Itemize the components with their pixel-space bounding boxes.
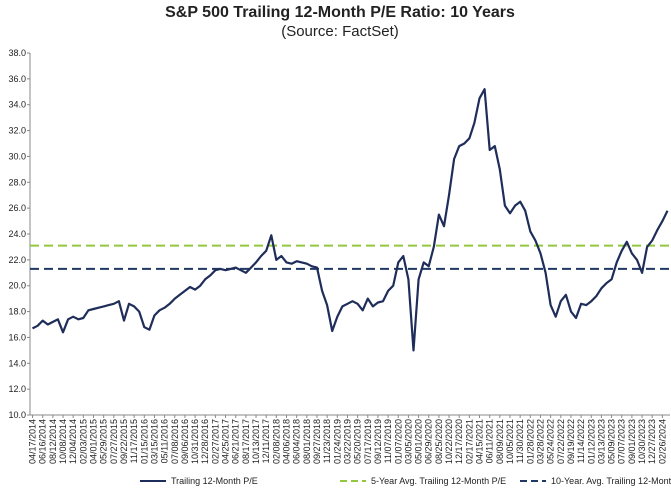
x-tick-label: 04/01/2015	[88, 419, 98, 464]
x-tick-label: 04/06/2018	[282, 419, 292, 464]
y-tick-label: 18.0	[8, 307, 26, 317]
y-tick-label: 12.0	[8, 384, 26, 394]
x-tick-label: 12/17/2020	[454, 419, 464, 464]
x-tick-label: 02/03/2015	[78, 419, 88, 464]
x-tick-label: 11/07/2019	[383, 419, 393, 463]
x-tick-label: 06/16/2014	[38, 419, 48, 464]
x-tick-label: 12/28/2016	[200, 419, 210, 464]
x-tick-label: 05/01/2020	[414, 419, 424, 464]
x-tick-label: 08/25/2020	[434, 419, 444, 464]
legend-label: 5-Year Avg. Trailing 12-Month P/E	[371, 476, 506, 486]
y-tick-label: 28.0	[8, 177, 26, 187]
x-tick-label: 02/27/2017	[210, 419, 220, 464]
x-tick-label: 01/12/2023	[586, 419, 596, 464]
x-tick-label: 10/31/2016	[190, 419, 200, 464]
y-tick-label: 34.0	[8, 100, 26, 110]
x-tick-label: 11/23/2018	[322, 419, 332, 463]
x-tick-label: 09/12/2019	[373, 419, 383, 464]
x-tick-label: 10/30/2023	[637, 419, 647, 464]
x-tick-label: 04/17/2014	[28, 419, 38, 464]
x-tick-label: 07/07/2023	[617, 419, 627, 464]
x-tick-label: 05/20/2019	[353, 419, 363, 464]
x-tick-label: 11/30/2021	[515, 419, 525, 463]
x-tick-label: 06/21/2017	[231, 419, 241, 464]
x-tick-label: 09/19/2022	[566, 419, 576, 464]
x-tick-label: 10/22/2020	[444, 419, 454, 464]
y-tick-label: 32.0	[8, 126, 26, 136]
x-tick-label: 04/25/2017	[221, 419, 231, 464]
y-tick-label: 26.0	[8, 203, 26, 213]
x-tick-label: 12/27/2023	[647, 419, 657, 464]
x-tick-label: 03/15/2016	[149, 419, 159, 464]
x-tick-label: 03/05/2020	[403, 419, 413, 464]
x-tick-label: 08/17/2017	[241, 419, 251, 464]
x-tick-label: 07/27/2015	[109, 419, 119, 464]
x-tick-label: 03/13/2023	[596, 419, 606, 464]
x-tick-label: 10/13/2017	[251, 419, 261, 464]
y-tick-label: 20.0	[8, 281, 26, 291]
x-tick-label: 01/28/2022	[525, 419, 535, 464]
x-tick-label: 03/28/2022	[535, 419, 545, 464]
y-tick-label: 24.0	[8, 229, 26, 239]
x-tick-label: 06/29/2020	[424, 419, 434, 464]
x-tick-label: 12/04/2014	[68, 419, 78, 464]
y-tick-label: 38.0	[8, 48, 26, 58]
x-tick-label: 09/01/2023	[627, 419, 637, 464]
y-tick-label: 22.0	[8, 255, 26, 265]
x-tick-label: 08/01/2018	[302, 419, 312, 464]
x-tick-label: 04/15/2021	[475, 419, 485, 464]
x-tick-label: 05/29/2015	[99, 419, 109, 464]
x-tick-label: 06/04/2018	[292, 419, 302, 464]
y-tick-label: 14.0	[8, 358, 26, 368]
x-tick-label: 05/24/2022	[546, 419, 556, 464]
legend-label: Trailing 12-Month P/E	[171, 476, 258, 486]
x-tick-label: 02/08/2018	[271, 419, 281, 464]
x-tick-label: 05/09/2023	[607, 419, 617, 464]
y-tick-label: 10.0	[8, 410, 26, 420]
chart-title: S&P 500 Trailing 12-Month P/E Ratio: 10 …	[165, 4, 515, 21]
x-tick-label: 02/17/2021	[464, 419, 474, 464]
x-tick-label: 07/22/2022	[556, 419, 566, 464]
x-tick-label: 09/27/2018	[312, 419, 322, 464]
x-tick-label: 01/24/2019	[332, 419, 342, 464]
x-tick-label: 12/11/2017	[261, 419, 271, 463]
x-tick-label: 07/08/2016	[170, 419, 180, 464]
y-tick-label: 30.0	[8, 151, 26, 161]
x-tick-label: 10/05/2021	[505, 419, 515, 464]
x-tick-label: 06/11/2021	[485, 419, 495, 463]
x-tick-label: 09/06/2016	[180, 419, 190, 464]
x-tick-label: 10/08/2014	[58, 419, 68, 464]
x-tick-label: 05/11/2016	[160, 419, 170, 463]
y-tick-label: 16.0	[8, 332, 26, 342]
x-tick-label: 01/07/2020	[393, 419, 403, 464]
x-tick-label: 02/26/2024	[657, 419, 667, 464]
chart-subtitle: (Source: FactSet)	[281, 23, 399, 40]
x-tick-label: 03/22/2019	[342, 419, 352, 464]
legend-label: 10-Year. Avg. Trailing 12-Month P/E	[551, 476, 671, 486]
x-tick-label: 09/22/2015	[119, 419, 129, 464]
x-tick-label: 07/17/2019	[363, 419, 373, 464]
x-tick-label: 08/12/2014	[48, 419, 58, 464]
y-tick-label: 36.0	[8, 74, 26, 84]
line-series	[32, 88, 669, 352]
x-tick-label: 01/15/2016	[139, 419, 149, 464]
x-tick-label: 11/17/2015	[129, 419, 139, 463]
x-tick-label: 11/14/2022	[576, 419, 586, 463]
x-tick-label: 08/09/2021	[495, 419, 505, 464]
